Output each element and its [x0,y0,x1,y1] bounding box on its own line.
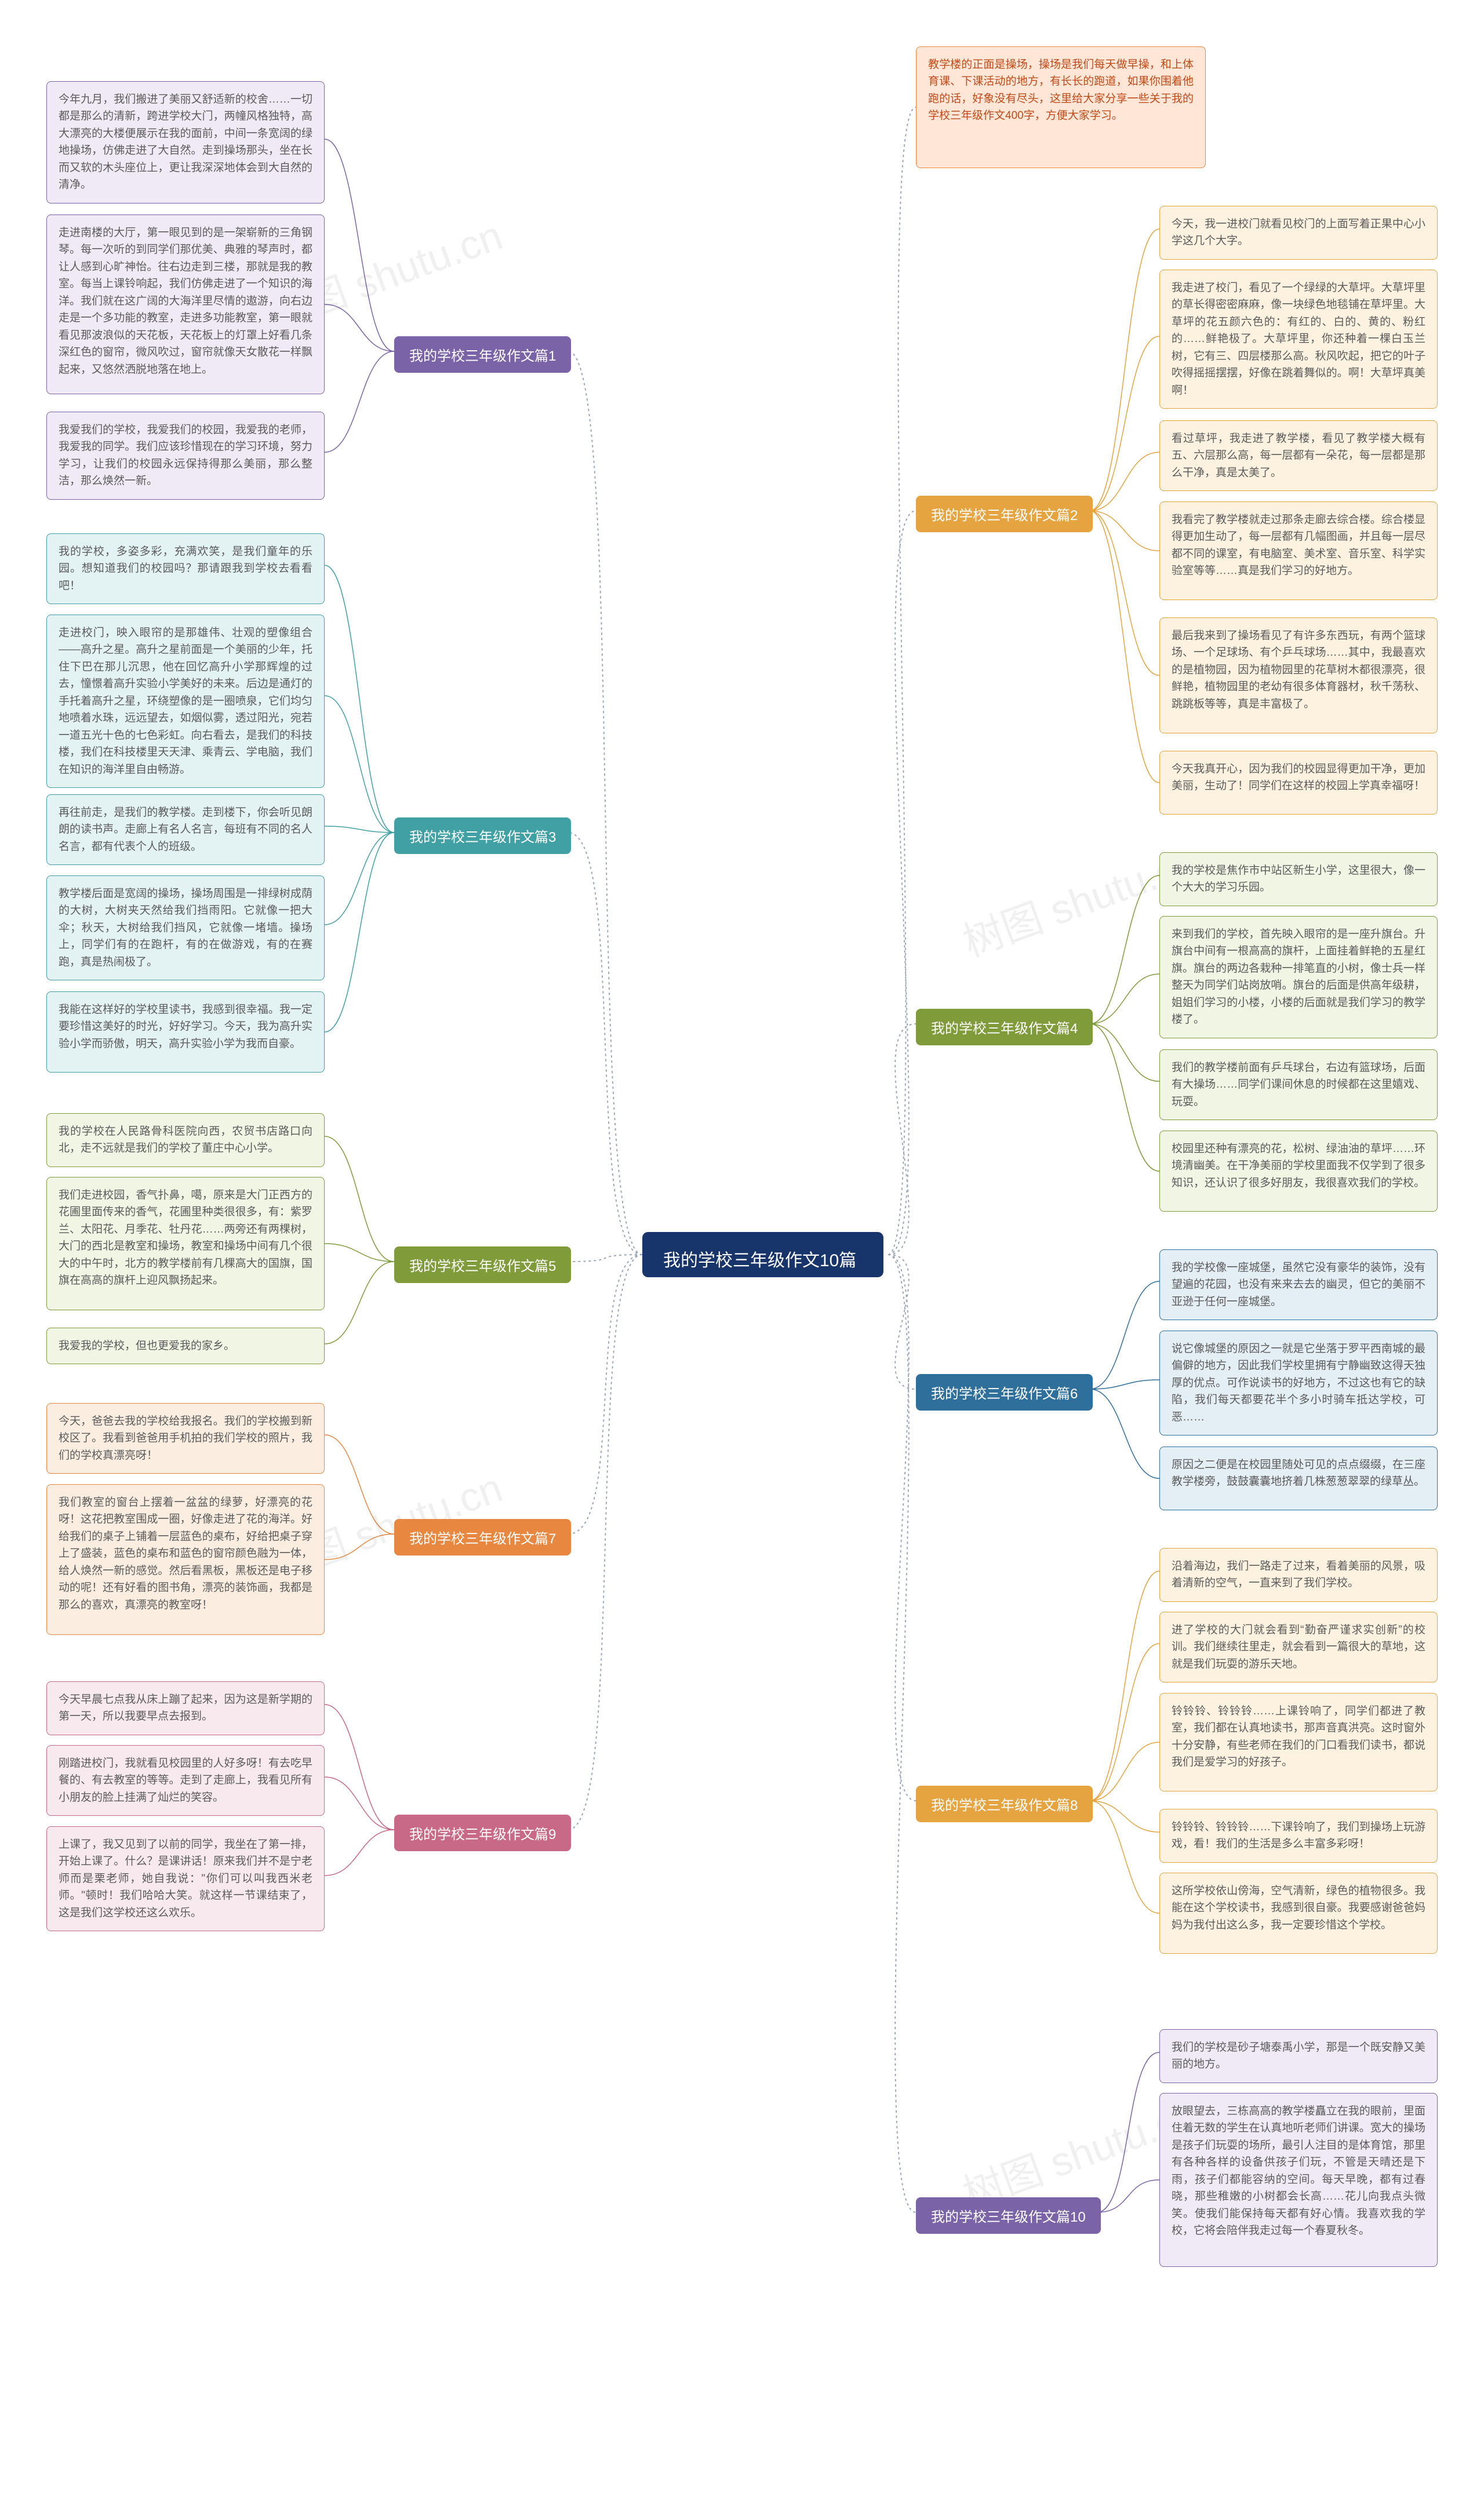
leaf-node: 今天早晨七点我从床上蹦了起来，因为这是新学期的第一天，所以我要早点去报到。 [46,1681,325,1735]
leaf-node: 我看完了教学楼就走过那条走廊去综合楼。综合楼显得更加生动了，每一层都有几幅图画，… [1159,501,1438,600]
leaf-node: 教学楼后面是宽阔的操场，操场周围是一排绿树成荫的大树，大树夹天然给我们挡雨阳。它… [46,875,325,980]
root-node[interactable]: 我的学校三年级作文10篇 [642,1232,883,1277]
leaf-node: 再往前走，是我们的教学楼。走到楼下，你会听见朗朗的读书声。走廊上有名人名言，每班… [46,794,325,865]
branch-node[interactable]: 我的学校三年级作文篇8 [916,1786,1093,1822]
mindmap-canvas: 树图 shutu.cn树图 shutu.cn树图 shutu.cn树图 shut… [0,0,1484,2504]
leaf-node: 原因之二便是在校园里随处可见的点点缀缀，在三座教学楼旁，鼓鼓囊囊地挤着几株葱葱翠… [1159,1447,1438,1510]
leaf-node: 今天我真开心，因为我们的校园显得更加干净，更加美丽，生动了！同学们在这样的校园上… [1159,751,1438,815]
leaf-node: 今年九月，我们搬进了美丽又舒适新的校舍……一切都是那么的清新，跨进学校大门，两幢… [46,81,325,203]
branch-node[interactable]: 我的学校三年级作文篇9 [394,1815,571,1851]
leaf-node: 沿着海边，我们一路走了过来，看着美丽的风景，吸着清新的空气，一直来到了我们学校。 [1159,1548,1438,1602]
leaf-node: 铃铃铃、铃铃铃……下课铃响了，我们到操场上玩游戏，看！我们的生活是多么丰富多彩呀… [1159,1809,1438,1863]
branch-node[interactable]: 我的学校三年级作文篇7 [394,1519,571,1556]
leaf-node: 我的学校，多姿多彩，充满欢笑，是我们童年的乐园。想知道我们的校园吗？那请跟我到学… [46,533,325,604]
leaf-node: 我们的教学楼前面有乒乓球台，右边有篮球场，后面有大操场……同学们课间休息的时候都… [1159,1049,1438,1120]
leaf-node: 今天，我一进校门就看见校门的上面写着正果中心小学这几个大字。 [1159,206,1438,260]
leaf-node: 来到我们的学校，首先映入眼帘的是一座升旗台。升旗台中间有一根高高的旗杆，上面挂着… [1159,916,1438,1038]
leaf-node: 校园里还种有漂亮的花，松树、绿油油的草坪……环境清幽美。在干净美丽的学校里面我不… [1159,1131,1438,1212]
leaf-node: 今天，爸爸去我的学校给我报名。我们的学校搬到新校区了。我看到爸爸用手机拍的我们学… [46,1403,325,1474]
leaf-node: 看过草坪，我走进了教学楼，看见了教学楼大概有五、六层那么高，每一层都有一朵花，每… [1159,420,1438,491]
branch-node[interactable]: 我的学校三年级作文篇6 [916,1374,1093,1411]
leaf-node: 我爱我们的学校，我爱我们的校园，我爱我的老师，我爱我的同学。我们应该珍惜现在的学… [46,412,325,500]
leaf-node: 这所学校依山傍海，空气清新，绿色的植物很多。我能在这个学校读书，我感到很自豪。我… [1159,1873,1438,1954]
leaf-node: 铃铃铃、铃铃铃……上课铃响了，同学们都进了教室，我们都在认真地读书，那声音真洪亮… [1159,1693,1438,1791]
leaf-node: 放眼望去，三栋高高的教学楼矗立在我的眼前，里面住着无数的学生在认真地听老师们讲课… [1159,2093,1438,2267]
branch-node[interactable]: 我的学校三年级作文篇10 [916,2197,1101,2234]
branch-node[interactable]: 我的学校三年级作文篇4 [916,1009,1093,1045]
leaf-node: 我们的学校是砂子塘泰禹小学，那是一个既安静又美丽的地方。 [1159,2029,1438,2083]
leaf-node: 走进南楼的大厅，第一眼见到的是一架崭新的三角钢琴。每一次听的到同学们那优美、典雅… [46,215,325,394]
leaf-node: 我的学校像一座城堡，虽然它没有豪华的装饰，没有望遍的花园，也没有来来去去的幽灵，… [1159,1249,1438,1320]
leaf-node: 我们教室的窗台上摆着一盆盆的绿萝，好漂亮的花呀！这花把教室围成一圈，好像走进了花… [46,1484,325,1635]
intro-box: 教学楼的正面是操场，操场是我们每天做早操，和上体育课、下课活动的地方，有长长的跑… [916,46,1206,168]
leaf-node: 走进校门，映入眼帘的是那雄伟、壮观的塑像组合——高升之星。高升之星前面是一个美丽… [46,615,325,788]
leaf-node: 最后我来到了操场看见了有许多东西玩，有两个篮球场、一个足球场、有个乒乓球场……其… [1159,617,1438,733]
branch-node[interactable]: 我的学校三年级作文篇2 [916,496,1093,532]
leaf-node: 我能在这样好的学校里读书，我感到很幸福。我一定要珍惜这美好的时光，好好学习。今天… [46,991,325,1073]
branch-node[interactable]: 我的学校三年级作文篇5 [394,1246,571,1283]
leaf-node: 我的学校在人民路骨科医院向西，农贸书店路口向北，走不远就是我们的学校了董庄中心小… [46,1113,325,1167]
branch-node[interactable]: 我的学校三年级作文篇3 [394,817,571,854]
leaf-node: 我们走进校园，香气扑鼻，噶，原来是大门正西方的花圃里面传来的香气，花圃里种类很很… [46,1177,325,1310]
leaf-node: 刚踏进校门，我就看见校园里的人好多呀！有去吃早餐的、有去教室的等等。走到了走廊上… [46,1745,325,1816]
leaf-node: 我走进了校门，看见了一个绿绿的大草坪。大草坪里的草长得密密麻麻，像一块绿色地毯铺… [1159,270,1438,409]
leaf-node: 我爱我的学校，但也更爱我的家乡。 [46,1328,325,1364]
leaf-node: 我的学校是焦作市中站区新生小学，这里很大，像一个大大的学习乐园。 [1159,852,1438,906]
branch-node[interactable]: 我的学校三年级作文篇1 [394,336,571,373]
leaf-node: 上课了，我又见到了以前的同学，我坐在了第一排，开始上课了。什么？是课讲话！原来我… [46,1826,325,1931]
leaf-node: 进了学校的大门就会看到“勤奋严谨求实创新”的校训。我们继续往里走，就会看到一篇很… [1159,1612,1438,1682]
leaf-node: 说它像城堡的原因之一就是它坐落于罗平西南城的最偏僻的地方，因此我们学校里拥有宁静… [1159,1331,1438,1435]
